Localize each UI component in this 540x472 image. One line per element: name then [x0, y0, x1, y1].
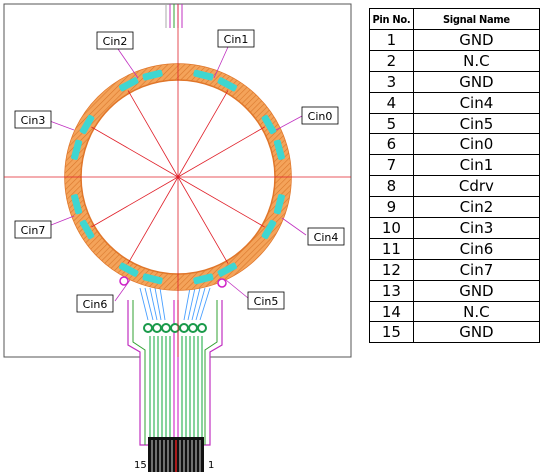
- spoke-line: [177, 126, 265, 178]
- svg-text:Cin5: Cin5: [254, 295, 279, 308]
- pin-number-cell: 14: [369, 300, 414, 323]
- signal-name-cell: Cdrv: [412, 175, 540, 198]
- electrode-segment: [71, 139, 83, 160]
- pin-number-cell: 12: [369, 258, 414, 281]
- spoke-line: [177, 176, 229, 264]
- signal-name-cell: GND: [412, 279, 540, 302]
- svg-text:Cin6: Cin6: [83, 298, 108, 311]
- signal-name-cell: GND: [412, 321, 540, 344]
- spoke-line: [127, 176, 179, 264]
- connector-pin-left-label: 15: [134, 460, 147, 471]
- spoke-line: [127, 90, 179, 178]
- electrode-segment: [79, 219, 95, 240]
- callout-cin2: Cin2: [96, 31, 134, 50]
- table-row: 2 N.C: [369, 49, 540, 72]
- pin-number-cell: 1: [369, 29, 414, 51]
- electrode-segment: [142, 69, 163, 81]
- pin-number-cell: 8: [369, 175, 414, 198]
- callout-cin7: Cin7: [14, 220, 52, 239]
- table-row: 9 Cin2: [369, 196, 540, 219]
- table-row: 10 Cin3: [369, 217, 540, 239]
- table-row: 3 GND: [369, 70, 540, 93]
- spoke-line: [91, 176, 179, 228]
- electrode-segment: [142, 273, 163, 285]
- callout-cin0: Cin0: [301, 106, 339, 125]
- connector-fingers: [148, 437, 204, 472]
- signal-name-cell: Cin0: [412, 133, 540, 156]
- pin-number-cell: 3: [369, 70, 414, 93]
- sensor-layout-drawing: Cin2 Cin1 Cin3 Cin0 Cin7 Cin4 Cin6 Cin5 …: [3, 3, 352, 472]
- pin-number-cell: 15: [369, 321, 414, 344]
- pin-number-cell: 6: [369, 133, 414, 156]
- pin-number-cell: 5: [369, 112, 414, 135]
- electrode-segment: [261, 114, 277, 135]
- signal-name-cell: Cin7: [412, 258, 540, 281]
- table-row: 15 GND: [369, 321, 540, 344]
- electrode-segment: [118, 77, 139, 92]
- connector-pin-right-label: 1: [208, 460, 214, 471]
- svg-text:Cin1: Cin1: [224, 33, 249, 46]
- pin-assignment-table: Pin No. Signal Name 1 GND 2 N.C 3 GND 4 Cin4 5 Ci…: [369, 8, 540, 344]
- callout-cin5: Cin5: [247, 291, 285, 310]
- spoke-line: [91, 126, 179, 178]
- callout-cin4: Cin4: [307, 227, 345, 246]
- pin-table-body: 1 GND 2 N.C 3 GND 4 Cin4 5 Cin5 6 Cin0 7 Cin1 8 Cdrv 9 Ci…: [369, 29, 540, 344]
- header-pin-no: Pin No.: [369, 8, 414, 30]
- table-row: 14 N.C: [369, 300, 540, 323]
- callout-cin1: Cin1: [217, 29, 255, 48]
- callout-cin6: Cin6: [76, 294, 114, 313]
- pin-number-cell: 4: [369, 91, 414, 114]
- electrode-segment: [217, 77, 238, 92]
- callout-leaders: [45, 46, 307, 302]
- svg-text:Cin2: Cin2: [103, 35, 128, 48]
- signal-name-cell: Cin5: [412, 112, 540, 135]
- pin-number-cell: 2: [369, 49, 414, 72]
- pin-number-cell: 7: [369, 154, 414, 177]
- electrode-segment: [193, 69, 214, 81]
- pin-number-cell: 10: [369, 217, 414, 239]
- spoke-line: [177, 176, 265, 228]
- table-row: 6 Cin0: [369, 133, 540, 156]
- spoke-line: [177, 90, 229, 178]
- signal-name-cell: Cin3: [412, 217, 540, 239]
- electrode-segment: [193, 273, 214, 285]
- radial-spokes: [91, 90, 265, 264]
- electrode-segments: [71, 69, 285, 285]
- svg-text:Cin7: Cin7: [21, 224, 46, 237]
- mounting-pads: [119, 276, 227, 288]
- table-row: 8 Cdrv: [369, 175, 540, 198]
- electrode-segment: [79, 114, 95, 135]
- table-row: 1 GND: [369, 29, 540, 51]
- table-header-row: Pin No. Signal Name: [369, 8, 540, 30]
- signal-name-cell: N.C: [412, 49, 540, 72]
- electrode-segment: [261, 219, 277, 240]
- table-row: 5 Cin5: [369, 112, 540, 135]
- signal-name-cell: N.C: [412, 300, 540, 323]
- flex-tail: [127, 287, 223, 472]
- electrode-segment: [118, 262, 139, 277]
- table-row: 13 GND: [369, 279, 540, 302]
- pin-number-cell: 11: [369, 237, 414, 260]
- callout-cin3: Cin3: [14, 110, 52, 129]
- signal-name-cell: Cin6: [412, 237, 540, 260]
- svg-text:Cin4: Cin4: [314, 231, 339, 244]
- svg-text:Cin0: Cin0: [308, 110, 333, 123]
- svg-text:Cin3: Cin3: [21, 114, 46, 127]
- signal-name-cell: GND: [412, 70, 540, 93]
- table-row: 4 Cin4: [369, 91, 540, 114]
- table-row: 12 Cin7: [369, 258, 540, 281]
- electrode-segment: [273, 194, 285, 215]
- electrode-segment: [71, 194, 83, 215]
- electrode-segment: [273, 139, 285, 160]
- electrode-segment: [217, 262, 238, 277]
- signal-name-cell: Cin2: [412, 196, 540, 219]
- table-row: 11 Cin6: [369, 237, 540, 260]
- signal-name-cell: Cin4: [412, 91, 540, 114]
- table-row: 7 Cin1: [369, 154, 540, 177]
- signal-name-cell: Cin1: [412, 154, 540, 177]
- header-signal-name: Signal Name: [412, 8, 540, 30]
- pin-number-cell: 9: [369, 196, 414, 219]
- signal-name-cell: GND: [412, 29, 540, 51]
- pin-number-cell: 13: [369, 279, 414, 302]
